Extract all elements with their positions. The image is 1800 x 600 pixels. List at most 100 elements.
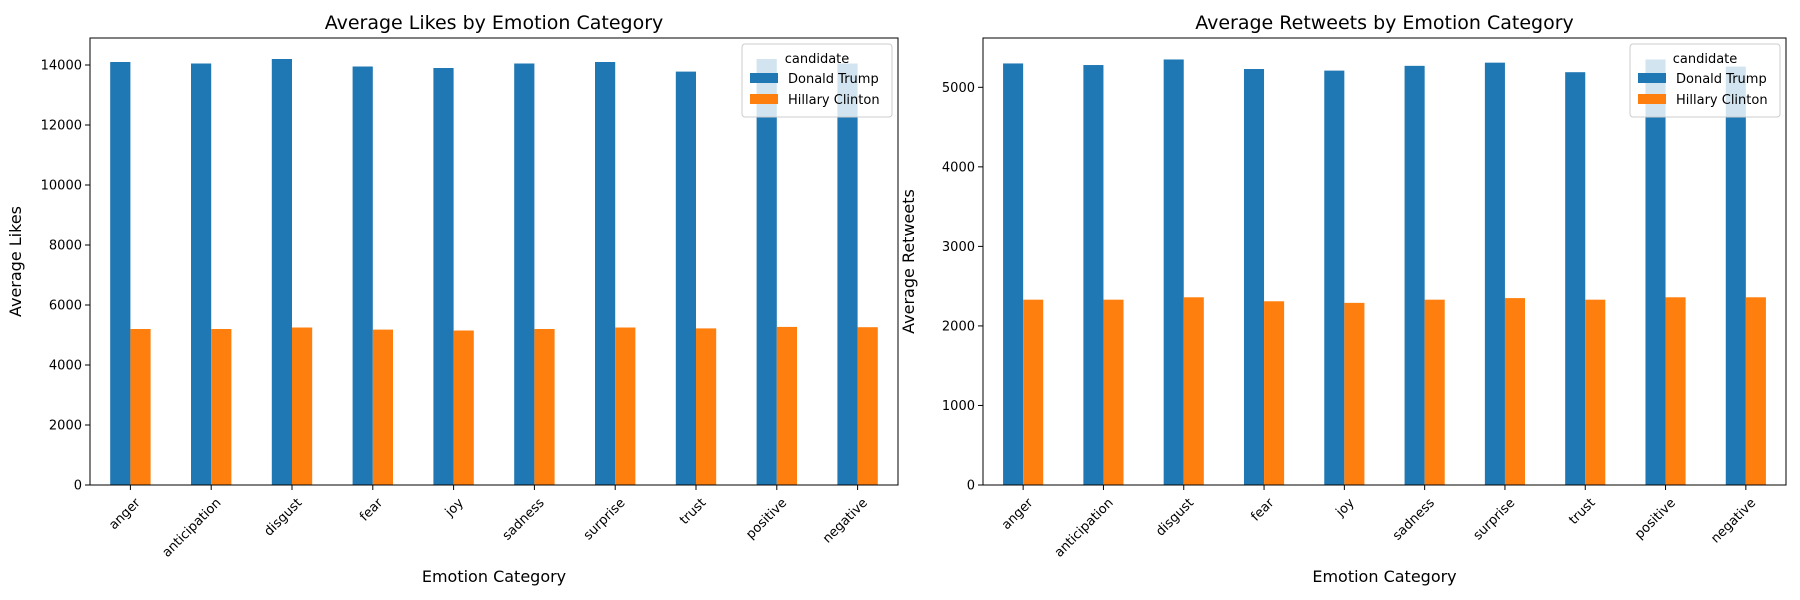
x-tick-label-anticipation: anticipation [160,496,225,561]
bar-hillary-clinton-disgust [1183,297,1204,485]
legend-box [741,43,893,118]
x-tick-label-trust: trust [677,496,709,528]
y-tick-label: 2000 [942,319,975,334]
bar-donald-trump-trust [1565,72,1586,485]
bar-donald-trump-sadness [514,63,535,485]
x-tick-label-anger: anger [106,495,144,533]
y-tick-label: 8000 [49,239,82,254]
bar-hillary-clinton-fear [372,329,393,485]
x-tick-label-sadness: sadness [1390,496,1438,544]
legend-entry-donald-trump: Donald Trump [1676,72,1767,87]
y-axis-label: Average Retweets [899,189,918,334]
y-tick-label: 4000 [49,359,82,374]
bar-donald-trump-trust [675,71,696,485]
bar-donald-trump-negative [837,63,858,485]
bar-hillary-clinton-trust [1585,299,1606,485]
bar-donald-trump-fear [352,66,373,485]
bar-hillary-clinton-negative [1745,297,1766,485]
bar-hillary-clinton-surprise [615,327,636,485]
x-tick-label-anticipation: anticipation [1052,496,1117,561]
legend-swatch-hillary-clinton [1638,94,1666,104]
plot-frame [982,37,1787,486]
x-tick-label-joy: joy [1333,495,1358,520]
x-axis-label: Emotion Category [422,567,566,586]
bar-hillary-clinton-sadness [1424,299,1445,485]
legend: candidate Donald Trump Hillary Clinton [1629,43,1781,118]
bar-hillary-clinton-sadness [534,329,555,485]
x-tick-label-positive: positive [1632,496,1679,543]
y-tick-label: 4000 [942,160,975,175]
bar-donald-trump-anticipation [1083,65,1104,485]
legend-title: candidate [785,52,850,67]
bar-donald-trump-joy [433,68,454,485]
y-axis-label: Average Likes [6,206,25,317]
plot-frame [89,37,899,486]
x-tick-label-fear: fear [1248,495,1277,524]
y-tick-label: 5000 [942,81,975,96]
bar-hillary-clinton-joy [1344,302,1365,485]
bar-hillary-clinton-anticipation [211,329,232,485]
x-tick-label-fear: fear [357,495,386,524]
legend-swatch-donald-trump [750,73,778,83]
x-tick-label-negative: negative [820,496,871,547]
legend-entry-hillary-clinton: Hillary Clinton [788,93,880,108]
x-tick-label-trust: trust [1566,496,1598,528]
y-tick-label: 12000 [41,119,82,134]
bar-hillary-clinton-anger [1023,299,1044,485]
x-tick-label-positive: positive [743,496,790,543]
y-tick-label: 1000 [942,399,975,414]
x-tick-label-surprise: surprise [581,496,629,544]
likes-chart: 0 2000 4000 6000 8000 10000 12000 14000 anger ant… [6,12,899,586]
bars [110,59,878,485]
x-tick-label-sadness: sadness [500,496,548,544]
y-tick-label: 6000 [49,299,82,314]
bar-donald-trump-anger [110,62,131,485]
y-tick-label: 2000 [49,419,82,434]
chart-title: Average Retweets by Emotion Category [1195,12,1574,34]
x-tick-label-disgust: disgust [261,496,305,540]
y-tick-label: 0 [74,479,82,494]
x-tick-label-anger: anger [999,495,1037,533]
bar-donald-trump-disgust [1163,59,1184,485]
bar-donald-trump-negative [1725,66,1746,485]
chart-title: Average Likes by Emotion Category [325,12,664,34]
bar-donald-trump-anticipation [191,63,212,485]
bar-hillary-clinton-surprise [1504,298,1526,485]
bars [1003,59,1766,486]
y-tick-label: 3000 [942,240,975,255]
x-tick-label-negative: negative [1708,496,1759,547]
legend-swatch-hillary-clinton [750,94,778,104]
legend-box [1629,43,1781,118]
bar-hillary-clinton-disgust [292,327,313,485]
bar-hillary-clinton-joy [453,330,474,485]
y-tick-label: 14000 [41,59,82,74]
y-tick-label: 10000 [41,179,82,194]
bar-donald-trump-sadness [1404,65,1425,485]
bar-donald-trump-positive [1645,59,1666,485]
x-axis-label: Emotion Category [1312,567,1456,586]
bar-hillary-clinton-positive [776,326,797,485]
bar-hillary-clinton-fear [1264,301,1285,485]
bar-hillary-clinton-positive [1665,297,1686,485]
bar-hillary-clinton-anger [130,329,151,485]
legend-swatch-donald-trump [1638,73,1666,83]
bar-hillary-clinton-trust [696,328,717,485]
bar-donald-trump-joy [1324,70,1345,486]
bar-donald-trump-surprise [595,62,616,485]
bar-hillary-clinton-negative [857,327,878,485]
bar-donald-trump-positive [756,59,777,485]
y-tick-label: 0 [967,479,975,494]
retweets-chart: 0 1000 2000 3000 4000 5000 anger anticipation di… [899,12,1787,586]
x-tick-label-disgust: disgust [1153,496,1197,540]
bar-donald-trump-fear [1243,69,1265,486]
bar-donald-trump-anger [1003,63,1024,485]
x-tick-label-joy: joy [442,495,467,520]
bar-donald-trump-disgust [271,59,292,485]
legend-entry-hillary-clinton: Hillary Clinton [1676,93,1768,108]
bar-donald-trump-surprise [1484,62,1505,485]
bar-hillary-clinton-anticipation [1103,299,1124,485]
legend-entry-donald-trump: Donald Trump [788,72,879,87]
legend: candidate Donald Trump Hillary Clinton [741,43,893,118]
x-tick-label-surprise: surprise [1471,496,1519,544]
